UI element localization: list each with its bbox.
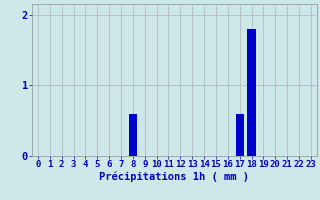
X-axis label: Précipitations 1h ( mm ): Précipitations 1h ( mm ) (100, 172, 249, 182)
Bar (247, 29, 256, 156)
Bar (129, 114, 137, 156)
Bar (236, 114, 244, 156)
